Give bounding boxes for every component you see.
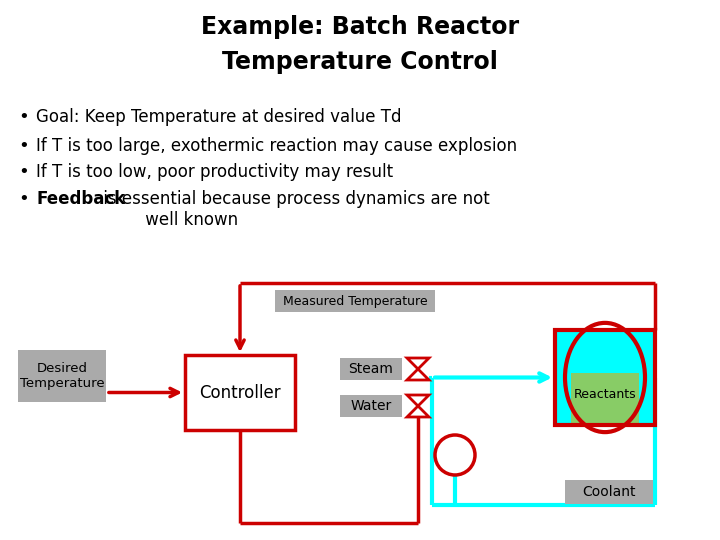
Polygon shape bbox=[407, 395, 429, 406]
Circle shape bbox=[435, 435, 475, 475]
Text: Example: Batch Reactor: Example: Batch Reactor bbox=[201, 15, 519, 39]
Polygon shape bbox=[407, 406, 429, 417]
Text: is essential because process dynamics are not
         well known: is essential because process dynamics ar… bbox=[98, 190, 490, 229]
Polygon shape bbox=[407, 369, 429, 380]
Text: Coolant: Coolant bbox=[582, 485, 636, 499]
Bar bbox=[340, 358, 402, 380]
Text: Desired: Desired bbox=[37, 361, 88, 375]
Text: •: • bbox=[18, 163, 29, 181]
Text: •: • bbox=[18, 137, 29, 155]
Bar bbox=[340, 395, 402, 417]
Bar bbox=[571, 330, 639, 373]
Bar bbox=[18, 350, 106, 402]
Text: Controller: Controller bbox=[199, 383, 281, 402]
Bar bbox=[571, 373, 639, 425]
Text: Temperature: Temperature bbox=[19, 377, 104, 390]
Text: Goal: Keep Temperature at desired value Td: Goal: Keep Temperature at desired value … bbox=[36, 108, 402, 126]
Text: Measured Temperature: Measured Temperature bbox=[283, 294, 427, 307]
Text: Temperature Control: Temperature Control bbox=[222, 50, 498, 74]
Bar bbox=[555, 330, 655, 425]
Text: Steam: Steam bbox=[348, 362, 393, 376]
Bar bbox=[555, 330, 571, 425]
Text: Feedback: Feedback bbox=[36, 190, 125, 208]
Text: If T is too low, poor productivity may result: If T is too low, poor productivity may r… bbox=[36, 163, 393, 181]
Text: •: • bbox=[18, 108, 29, 126]
Bar bbox=[275, 290, 435, 312]
Text: Reactants: Reactants bbox=[574, 388, 636, 401]
Bar bbox=[185, 355, 295, 430]
Polygon shape bbox=[407, 358, 429, 369]
Text: •: • bbox=[18, 190, 29, 208]
Text: If T is too large, exothermic reaction may cause explosion: If T is too large, exothermic reaction m… bbox=[36, 137, 517, 155]
Bar bbox=[639, 330, 655, 425]
Text: Water: Water bbox=[351, 399, 392, 413]
Bar bbox=[565, 480, 653, 504]
